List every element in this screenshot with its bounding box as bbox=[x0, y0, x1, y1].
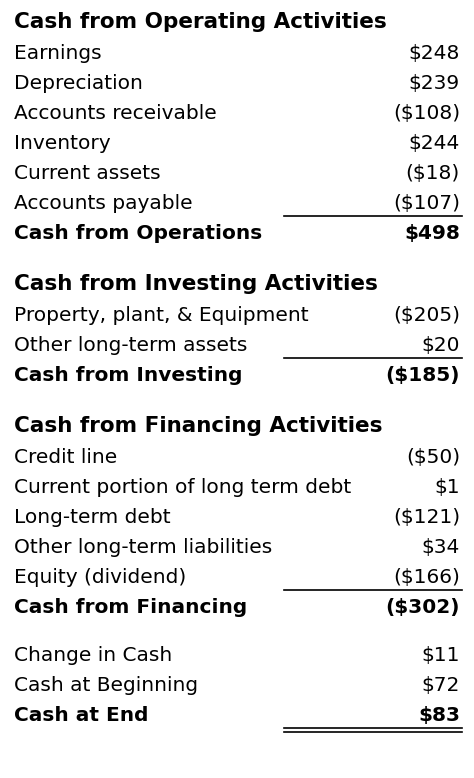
Text: ($18): ($18) bbox=[406, 164, 460, 183]
Text: $239: $239 bbox=[409, 74, 460, 93]
Text: Credit line: Credit line bbox=[14, 448, 117, 467]
Text: Accounts receivable: Accounts receivable bbox=[14, 104, 217, 123]
Text: $34: $34 bbox=[422, 538, 460, 557]
Text: Accounts payable: Accounts payable bbox=[14, 194, 192, 213]
Text: ($302): ($302) bbox=[385, 598, 460, 617]
Text: Cash from Operating Activities: Cash from Operating Activities bbox=[14, 12, 387, 32]
Text: $72: $72 bbox=[422, 676, 460, 695]
Text: ($107): ($107) bbox=[393, 194, 460, 213]
Text: $248: $248 bbox=[409, 44, 460, 63]
Text: Cash from Investing: Cash from Investing bbox=[14, 366, 243, 385]
Text: Cash from Investing Activities: Cash from Investing Activities bbox=[14, 274, 378, 294]
Text: Change in Cash: Change in Cash bbox=[14, 646, 172, 665]
Text: Earnings: Earnings bbox=[14, 44, 101, 63]
Text: Cash from Financing: Cash from Financing bbox=[14, 598, 247, 617]
Text: ($50): ($50) bbox=[406, 448, 460, 467]
Text: Cash at End: Cash at End bbox=[14, 706, 148, 725]
Text: Other long-term liabilities: Other long-term liabilities bbox=[14, 538, 272, 557]
Text: Other long-term assets: Other long-term assets bbox=[14, 336, 247, 355]
Text: ($166): ($166) bbox=[393, 568, 460, 587]
Text: ($108): ($108) bbox=[393, 104, 460, 123]
Text: Current assets: Current assets bbox=[14, 164, 161, 183]
Text: $244: $244 bbox=[409, 134, 460, 153]
Text: Inventory: Inventory bbox=[14, 134, 110, 153]
Text: Cash from Operations: Cash from Operations bbox=[14, 224, 262, 243]
Text: $83: $83 bbox=[418, 706, 460, 725]
Text: Equity (dividend): Equity (dividend) bbox=[14, 568, 186, 587]
Text: $1: $1 bbox=[434, 478, 460, 497]
Text: $20: $20 bbox=[421, 336, 460, 355]
Text: Property, plant, & Equipment: Property, plant, & Equipment bbox=[14, 306, 309, 325]
Text: Cash from Financing Activities: Cash from Financing Activities bbox=[14, 416, 383, 436]
Text: ($185): ($185) bbox=[385, 366, 460, 385]
Text: Depreciation: Depreciation bbox=[14, 74, 143, 93]
Text: ($205): ($205) bbox=[393, 306, 460, 325]
Text: ($121): ($121) bbox=[393, 508, 460, 527]
Text: Cash at Beginning: Cash at Beginning bbox=[14, 676, 198, 695]
Text: Long-term debt: Long-term debt bbox=[14, 508, 171, 527]
Text: $11: $11 bbox=[421, 646, 460, 665]
Text: Current portion of long term debt: Current portion of long term debt bbox=[14, 478, 351, 497]
Text: $498: $498 bbox=[404, 224, 460, 243]
